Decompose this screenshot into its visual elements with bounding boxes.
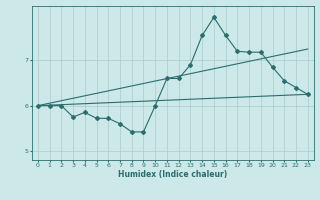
X-axis label: Humidex (Indice chaleur): Humidex (Indice chaleur) [118,170,228,179]
